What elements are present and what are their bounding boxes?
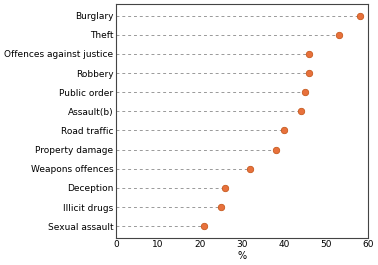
Point [306,71,312,75]
Point [306,52,312,56]
Point [302,90,308,94]
Point [218,205,224,209]
Point [273,148,279,152]
Point [222,186,228,190]
Point [336,33,342,37]
Point [298,109,304,113]
Point [248,167,254,171]
Point [281,128,287,132]
Point [357,14,363,18]
X-axis label: %: % [237,251,246,261]
Point [201,224,207,228]
